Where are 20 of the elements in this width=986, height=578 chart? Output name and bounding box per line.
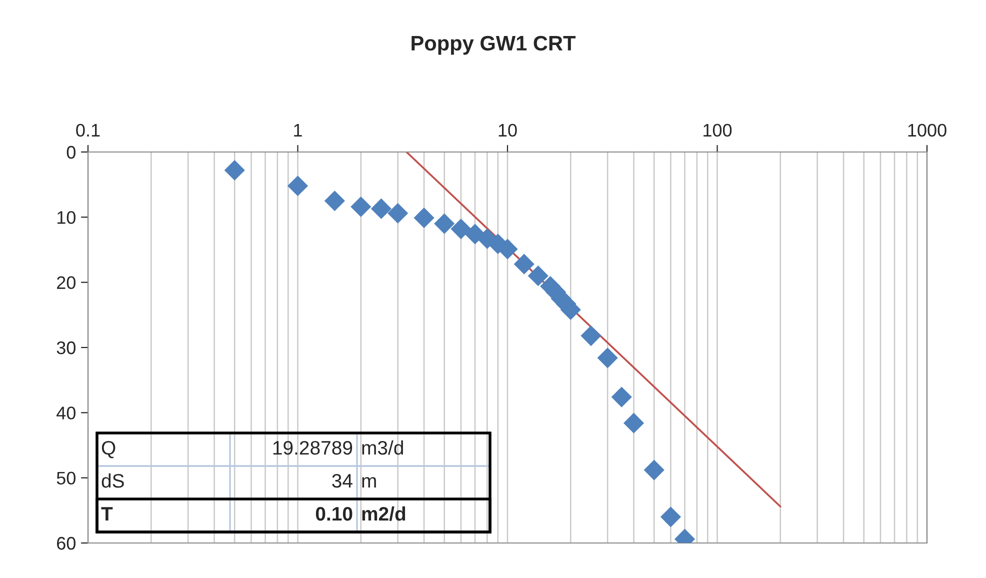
annotation: m bbox=[362, 477, 376, 488]
y-tick-label: 10 bbox=[57, 211, 76, 224]
annotation: 34 bbox=[332, 474, 352, 488]
y-tick-label: 50 bbox=[56, 472, 76, 485]
x-tick-label: 1 bbox=[294, 124, 302, 136]
y-tick-label: 30 bbox=[56, 341, 76, 354]
annotation: 0.10 bbox=[316, 506, 352, 521]
x-tick-label: 1000 bbox=[908, 124, 946, 137]
chart-title: Poppy GW1 CRT bbox=[412, 36, 576, 55]
x-tick-label: 100 bbox=[704, 124, 732, 137]
y-tick-label: 60 bbox=[57, 536, 76, 550]
y-tick-label: 20 bbox=[57, 276, 76, 290]
annotation: m3/d bbox=[362, 440, 403, 455]
y-tick-label: 0 bbox=[66, 146, 76, 159]
annotation: Q bbox=[102, 440, 116, 458]
x-tick-label: 10 bbox=[498, 124, 517, 137]
x-tick-label: 0.1 bbox=[76, 124, 100, 137]
y-tick-label: 40 bbox=[56, 406, 76, 420]
annotation: dS bbox=[102, 473, 124, 488]
annotation: 19.28789 bbox=[273, 440, 352, 455]
